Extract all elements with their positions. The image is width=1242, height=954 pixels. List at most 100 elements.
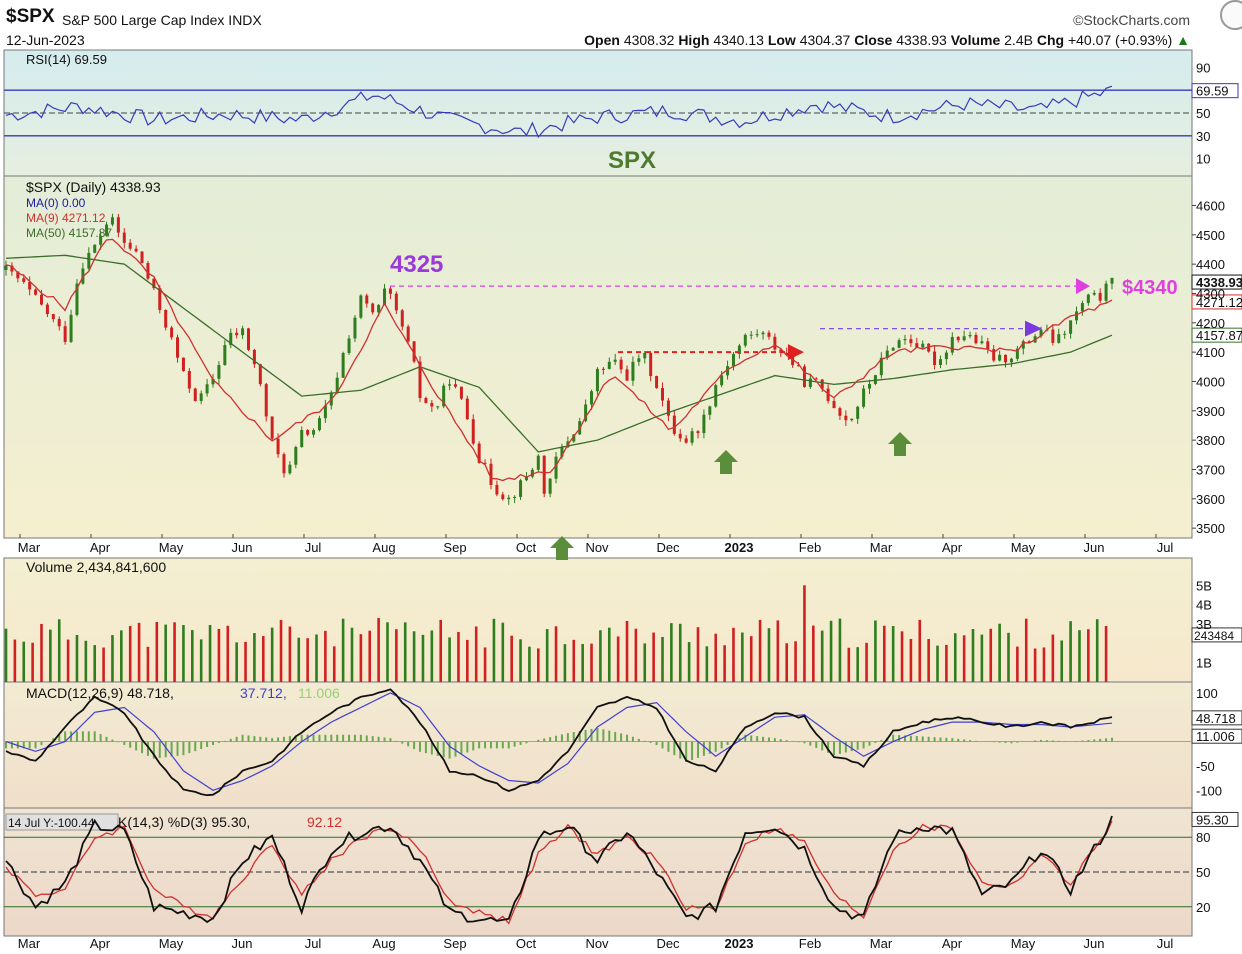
price-candle-body — [962, 336, 966, 341]
price-candle-body — [661, 388, 665, 401]
price-legend-ma0: MA(0) 0.00 — [26, 196, 86, 210]
volume-bar — [1042, 647, 1046, 682]
price-candle-body — [471, 419, 475, 444]
price-candle-body — [418, 361, 422, 399]
macd-tick-label: 100 — [1196, 686, 1218, 701]
macd-histogram-bar — [827, 741, 830, 753]
bottom-x-label: Jun — [1084, 936, 1105, 951]
macd-histogram-bar — [442, 741, 445, 758]
macd-histogram-bar — [448, 741, 451, 759]
macd-histogram-bar — [927, 736, 930, 742]
volume-bar — [847, 647, 851, 682]
macd-histogram-bar — [359, 734, 362, 742]
volume-bar — [474, 626, 478, 682]
macd-histogram-bar — [667, 741, 670, 752]
volume-bar — [306, 638, 309, 682]
price-candle-body — [761, 332, 765, 335]
macd-histogram-bar — [472, 741, 475, 751]
price-x-label: Jun — [232, 540, 253, 555]
macd-tick-label: 48.718 — [1196, 711, 1236, 726]
green-up-arrow-icon — [888, 432, 912, 456]
bottom-x-label: May — [159, 936, 184, 951]
macd-histogram-bar — [265, 737, 268, 742]
volume-bar — [341, 618, 345, 682]
price-candle-body — [720, 375, 724, 386]
volume-bar — [1016, 646, 1019, 682]
macd-histogram-bar — [590, 728, 593, 742]
macd-histogram-bar — [188, 741, 191, 754]
price-candle-body — [323, 405, 327, 419]
price-candle-body — [584, 404, 588, 422]
price-candle-body — [1027, 341, 1031, 343]
price-candle-body — [241, 328, 245, 336]
price-candle-body — [211, 378, 215, 385]
macd-histogram-bar — [1016, 741, 1019, 743]
price-tick-label: 4300 — [1196, 286, 1225, 301]
volume-bar — [856, 647, 859, 682]
price-candle-body — [294, 447, 298, 465]
price-candle-body — [45, 304, 49, 315]
macd-histogram-bar — [93, 731, 96, 742]
price-candle-body — [264, 384, 268, 417]
volume-bar — [732, 627, 735, 682]
macd-histogram-bar — [312, 734, 315, 742]
price-candle-body — [28, 281, 32, 290]
volume-bar — [120, 630, 123, 682]
macd-histogram-bar — [714, 741, 717, 752]
macd-histogram-bar — [844, 741, 847, 753]
volume-bar — [102, 647, 105, 682]
price-candle-body — [903, 339, 907, 341]
volume-bar — [687, 642, 691, 682]
macd-histogram-bar — [371, 736, 374, 742]
macd-histogram-bar — [1099, 738, 1102, 742]
macd-histogram-bar — [194, 741, 197, 752]
price-x-label: Sep — [443, 540, 466, 555]
macd-histogram-bar — [407, 741, 410, 747]
volume-bar — [412, 631, 416, 682]
price-candle-body — [1086, 294, 1090, 304]
volume-bar — [49, 629, 52, 682]
macd-histogram-bar — [117, 741, 120, 743]
price-candle-body — [998, 354, 1002, 361]
volume-bar — [1069, 621, 1072, 682]
volume-bar — [741, 632, 744, 682]
price-candle-body — [678, 433, 682, 439]
macd-histogram-bar — [235, 736, 238, 742]
price-candle-body — [1075, 311, 1079, 321]
volume-bar — [803, 585, 806, 682]
bottom-x-label: Aug — [372, 936, 395, 951]
price-candle-body — [430, 402, 434, 407]
macd-histogram-bar — [560, 734, 563, 742]
price-candle-body — [773, 336, 777, 350]
price-candle-body — [838, 408, 842, 416]
close-label: Close — [854, 32, 893, 48]
volume-tick-label: 4B — [1196, 598, 1212, 613]
volume-bar — [75, 634, 79, 682]
macd-histogram-bar — [525, 741, 528, 744]
volume-bar — [758, 619, 762, 682]
price-candle-body — [1069, 320, 1073, 334]
volume-bar — [40, 623, 43, 682]
macd-histogram-bar — [572, 732, 575, 742]
price-candle-body — [134, 248, 138, 252]
price-candle-body — [116, 217, 120, 233]
price-candle-body — [246, 328, 250, 350]
macd-histogram-bar — [489, 741, 492, 749]
macd-histogram-bar — [773, 738, 776, 742]
price-candle-body — [619, 359, 623, 370]
macd-histogram-bar — [738, 738, 741, 742]
price-candle-body — [140, 251, 144, 264]
macd-histogram-bar — [909, 735, 912, 742]
price-candle-body — [39, 294, 43, 305]
volume-bar — [785, 643, 789, 682]
price-candle-body — [708, 406, 712, 415]
macd-histogram-bar — [105, 736, 108, 742]
chg-value: +40.07 (+0.93%) — [1067, 32, 1173, 48]
macd-histogram-bar — [649, 741, 652, 743]
volume-label: Volume — [950, 32, 1001, 48]
window-corner-icon[interactable] — [1220, 0, 1242, 30]
price-candle-body — [110, 217, 114, 225]
macd-histogram-bar — [756, 736, 759, 742]
price-candle-body — [927, 343, 931, 352]
macd-histogram-bar — [939, 737, 942, 742]
